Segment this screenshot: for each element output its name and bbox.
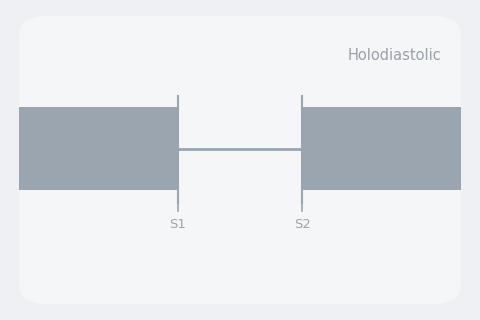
Bar xyxy=(19,107,178,190)
Text: Holodiastolic: Holodiastolic xyxy=(348,48,442,63)
FancyBboxPatch shape xyxy=(19,16,461,304)
Text: S2: S2 xyxy=(294,218,311,231)
Text: S1: S1 xyxy=(169,218,186,231)
Bar xyxy=(302,107,461,190)
